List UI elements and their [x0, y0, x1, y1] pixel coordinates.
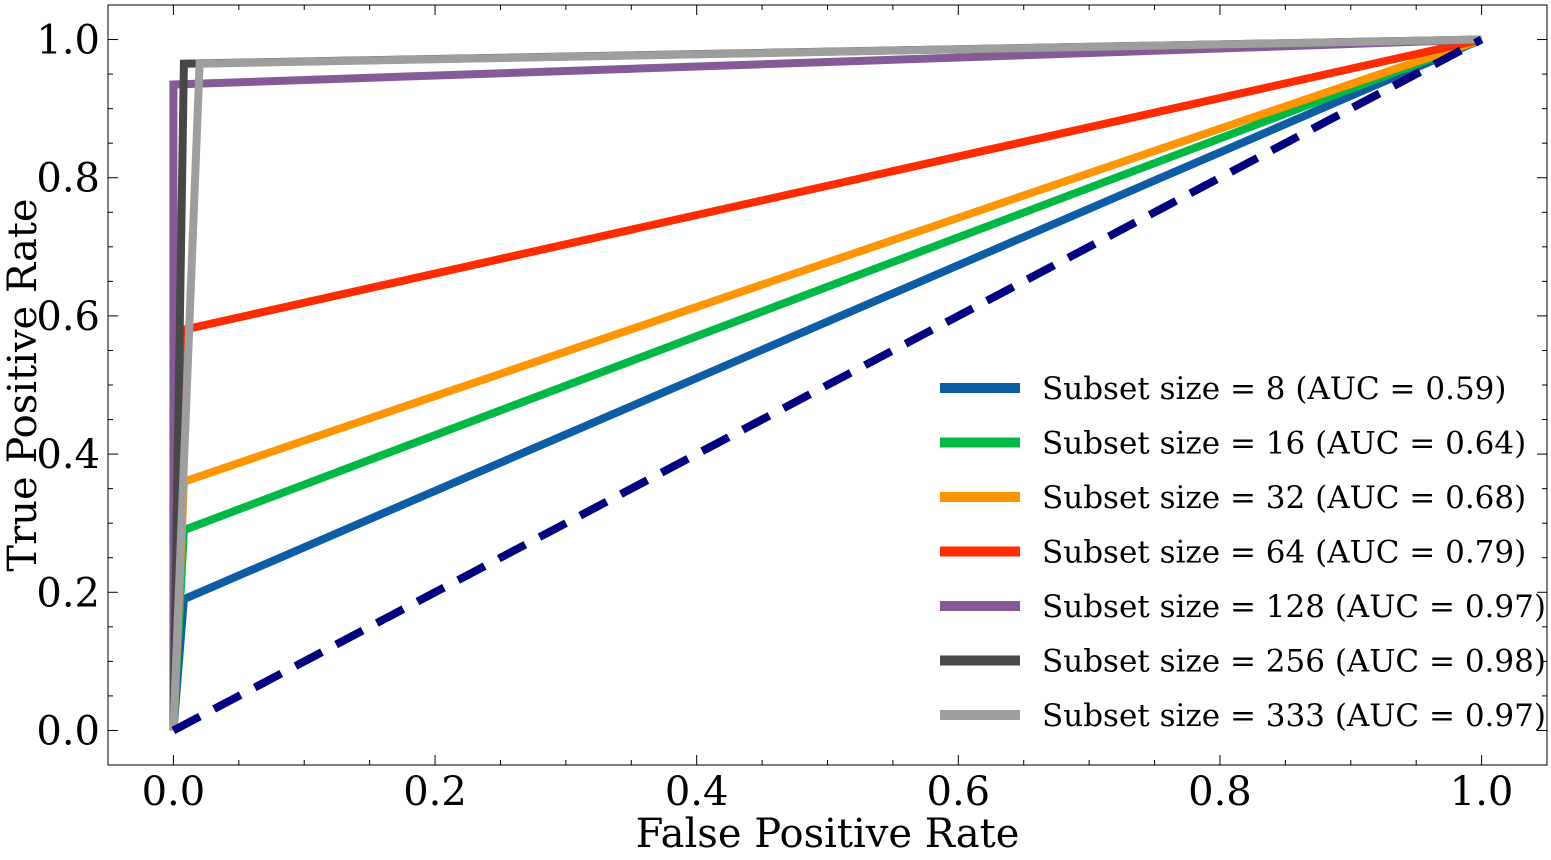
legend-label-4: Subset size = 128 (AUC = 0.97): [1042, 589, 1546, 625]
x-tick-label: 0.2: [403, 769, 467, 815]
x-tick-labels: 0.0 0.2 0.4 0.6 0.8 1.0: [142, 769, 1514, 815]
ticks-layer: [107, 4, 1548, 766]
x-tick-label: 0.0: [142, 769, 206, 815]
legend: Subset size = 8 (AUC = 0.59) Subset size …: [940, 371, 1546, 734]
chance-diagonal-line: [171, 35, 1484, 735]
series-layer: [169, 35, 1484, 735]
y-tick-label: 0.8: [36, 156, 100, 202]
y-tick-labels: 0.0 0.2 0.4 0.6 0.8 1.0: [36, 18, 100, 755]
plot-frame: [107, 4, 1548, 766]
x-axis-label: False Positive Rate: [636, 811, 1020, 857]
y-tick-label: 0.6: [36, 294, 100, 340]
x-tick-label: 0.4: [665, 769, 729, 815]
legend-label-0: Subset size = 8 (AUC = 0.59): [1042, 371, 1507, 407]
legend-label-3: Subset size = 64 (AUC = 0.79): [1042, 535, 1526, 571]
legend-label-2: Subset size = 32 (AUC = 0.68): [1042, 480, 1526, 516]
y-tick-label: 0.0: [36, 708, 100, 754]
y-tick-label: 0.4: [36, 432, 100, 478]
x-tick-label: 1.0: [1450, 769, 1514, 815]
legend-label-5: Subset size = 256 (AUC = 0.98): [1042, 644, 1546, 680]
legend-label-6: Subset size = 333 (AUC = 0.97): [1042, 698, 1546, 734]
x-tick-label: 0.8: [1188, 769, 1252, 815]
x-tick-label: 0.6: [927, 769, 991, 815]
y-axis-label: True Positive Rate: [0, 198, 46, 571]
roc-curve-6: [169, 35, 1482, 731]
legend-label-1: Subset size = 16 (AUC = 0.64): [1042, 426, 1526, 462]
y-tick-label: 1.0: [36, 18, 100, 64]
y-tick-label: 0.2: [36, 570, 100, 616]
